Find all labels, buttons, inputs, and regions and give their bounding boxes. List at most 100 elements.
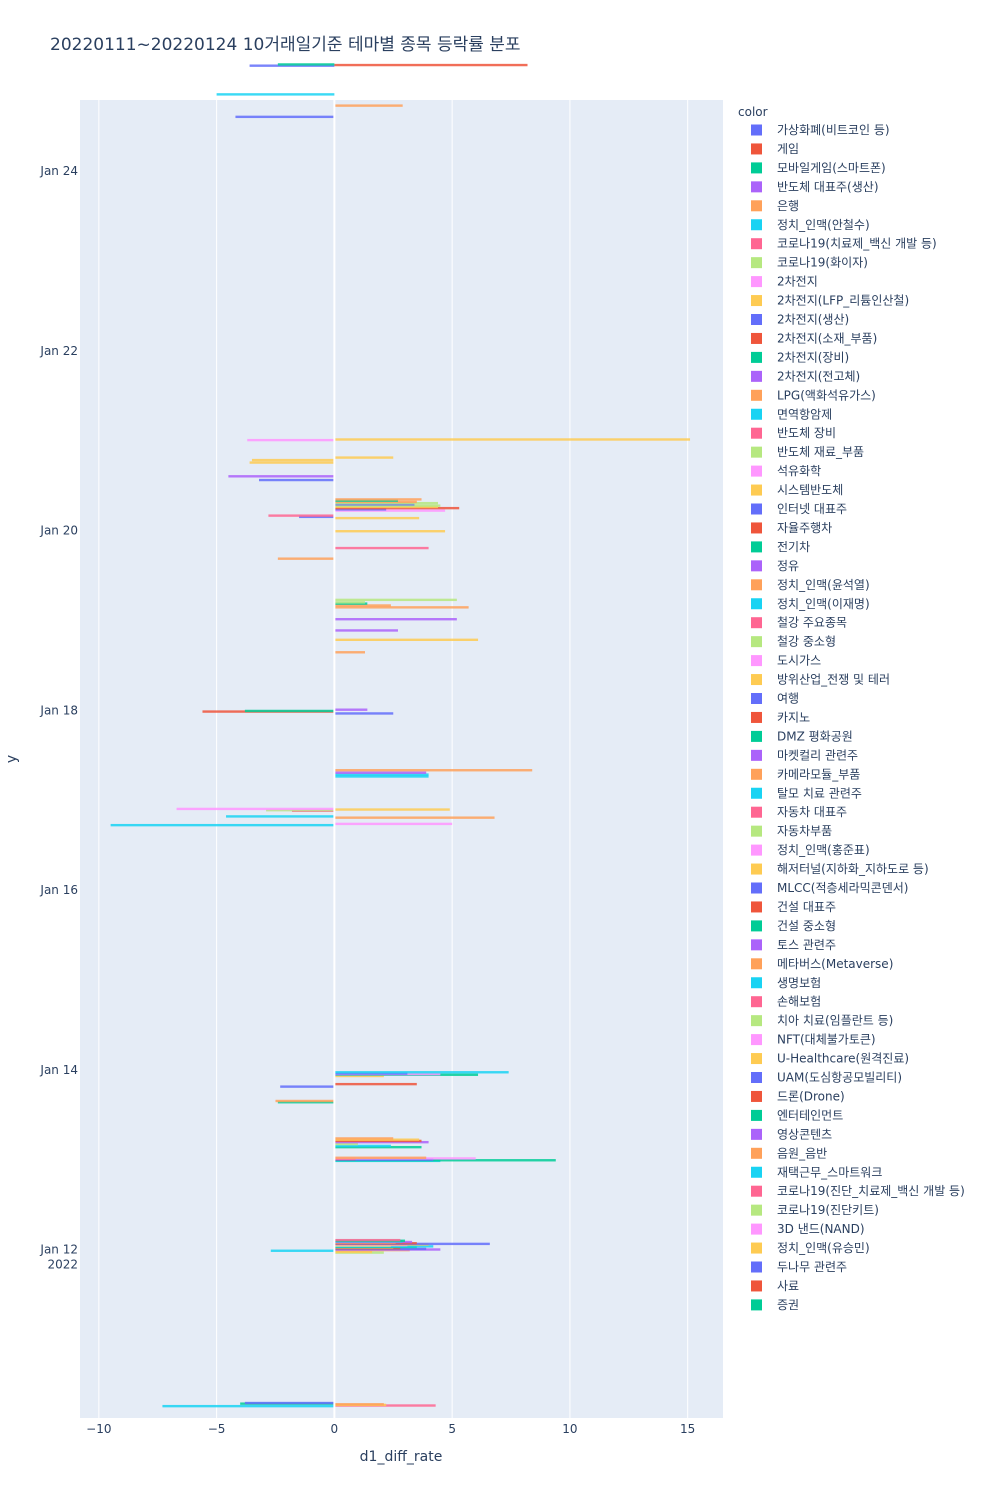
- legend-item[interactable]: 2차전지(LFP_리튬인산철): [751, 294, 909, 308]
- legend-item[interactable]: DMZ 평화공원: [751, 729, 853, 743]
- bar[interactable]: [334, 104, 403, 107]
- bar[interactable]: [277, 1101, 335, 1104]
- legend-item[interactable]: 코로나19(진단키트): [751, 1203, 879, 1217]
- legend-item[interactable]: 토스 관련주: [751, 938, 836, 952]
- legend-item[interactable]: 은행: [751, 198, 799, 213]
- legend-item[interactable]: 정유: [751, 559, 799, 573]
- legend-item[interactable]: 정치_인맥(홍준표): [751, 843, 870, 857]
- bar[interactable]: [334, 1074, 384, 1078]
- legend-item[interactable]: 메타버스(Metaverse): [751, 957, 893, 971]
- legend-item[interactable]: 방위산업_전쟁 및 테러: [751, 673, 890, 687]
- legend-item[interactable]: 정치_인맥(이재명): [751, 597, 870, 611]
- bar[interactable]: [334, 504, 441, 507]
- bar[interactable]: [334, 771, 427, 774]
- legend-item[interactable]: 2차전지: [751, 275, 818, 289]
- legend-item[interactable]: 재택근무_스마트워크: [751, 1165, 882, 1179]
- bar[interactable]: [334, 651, 365, 654]
- bar[interactable]: [334, 1072, 408, 1075]
- legend-item[interactable]: 정치_인맥(유승민): [751, 1241, 870, 1255]
- bar[interactable]: [334, 1140, 429, 1144]
- legend-item[interactable]: 면역항암제: [751, 407, 832, 421]
- bar[interactable]: [334, 1071, 509, 1074]
- bar[interactable]: [334, 508, 387, 511]
- bar[interactable]: [334, 1403, 384, 1406]
- legend-item[interactable]: NFT(대체불가토큰): [751, 1033, 876, 1047]
- bar[interactable]: [334, 601, 365, 604]
- legend-item[interactable]: 마켓컬리 관련주: [751, 748, 858, 762]
- bar[interactable]: [277, 63, 335, 66]
- bar[interactable]: [334, 501, 439, 505]
- bar[interactable]: [268, 514, 335, 517]
- bar[interactable]: [334, 503, 415, 506]
- bar[interactable]: [228, 475, 335, 478]
- legend-item[interactable]: 가상화폐(비트코인 등): [751, 123, 890, 137]
- bar[interactable]: [270, 1249, 335, 1252]
- legend-item[interactable]: 인터넷 대표주: [751, 502, 847, 516]
- legend-item[interactable]: 도시가스: [751, 654, 821, 668]
- bar[interactable]: [244, 709, 335, 713]
- legend-item[interactable]: 사료: [751, 1279, 799, 1293]
- bar[interactable]: [334, 438, 691, 441]
- bar[interactable]: [334, 63, 528, 67]
- bar[interactable]: [334, 1138, 420, 1141]
- legend-item[interactable]: 자동차부품: [751, 824, 832, 838]
- bar[interactable]: [334, 456, 394, 459]
- legend-item[interactable]: U-Healthcare(원격진료): [751, 1052, 909, 1066]
- legend-item[interactable]: 엔터테인먼트: [751, 1108, 843, 1122]
- bar[interactable]: [334, 604, 391, 607]
- legend-item[interactable]: 음원_음반: [751, 1146, 827, 1160]
- bar[interactable]: [280, 1085, 335, 1088]
- legend-item[interactable]: UAM(도심항공모빌리티): [751, 1071, 902, 1085]
- bar[interactable]: [235, 115, 335, 119]
- legend-item[interactable]: 게임: [751, 142, 799, 156]
- bar[interactable]: [334, 775, 429, 778]
- legend-item[interactable]: 2차전지(생산): [751, 313, 849, 327]
- bar[interactable]: [334, 598, 457, 602]
- legend-item[interactable]: 전기차: [751, 540, 810, 554]
- bar[interactable]: [334, 618, 457, 621]
- bar[interactable]: [334, 1144, 391, 1148]
- legend-item[interactable]: 코로나19(치료제_백신 개발 등): [751, 237, 937, 251]
- legend-item[interactable]: 모바일게임(스마트폰): [751, 161, 886, 175]
- bar[interactable]: [334, 530, 446, 533]
- bar[interactable]: [334, 1137, 394, 1140]
- bar[interactable]: [334, 499, 398, 502]
- legend-item[interactable]: 2차전지(장비): [751, 350, 849, 364]
- bar[interactable]: [334, 712, 394, 715]
- bar[interactable]: [334, 638, 479, 642]
- legend-item[interactable]: 코로나19(화이자): [751, 256, 868, 270]
- bar[interactable]: [334, 602, 368, 605]
- legend-item[interactable]: 건설 중소형: [751, 919, 836, 933]
- legend-item[interactable]: 정치_인맥(안철수): [751, 218, 870, 232]
- bar[interactable]: [334, 708, 368, 711]
- bar[interactable]: [247, 438, 335, 442]
- legend-item[interactable]: MLCC(적층세라믹콘덴서): [751, 881, 908, 895]
- legend-item[interactable]: 두나무 관련주: [751, 1260, 847, 1274]
- bar[interactable]: [334, 773, 429, 776]
- bar[interactable]: [334, 816, 495, 819]
- bar[interactable]: [334, 1142, 358, 1146]
- bar[interactable]: [334, 629, 398, 632]
- bar[interactable]: [334, 500, 417, 504]
- bar[interactable]: [334, 498, 422, 501]
- bar[interactable]: [275, 1099, 335, 1103]
- legend-item[interactable]: 반도체 재료_부품: [751, 445, 864, 459]
- bar[interactable]: [334, 1238, 401, 1242]
- legend-item[interactable]: 2차전지(소재_부품): [751, 331, 877, 345]
- legend-item[interactable]: 시스템반도체: [751, 483, 843, 497]
- legend-item[interactable]: 드론(Drone): [751, 1089, 845, 1103]
- bar[interactable]: [334, 606, 469, 609]
- legend-item[interactable]: LPG(액화석유가스): [751, 388, 876, 402]
- bar[interactable]: [249, 64, 335, 67]
- legend-item[interactable]: 반도체 대표주(생산): [751, 180, 879, 194]
- legend-item[interactable]: 3D 낸드(NAND): [751, 1222, 865, 1236]
- legend-item[interactable]: 치아 치료(임플란트 등): [751, 1014, 893, 1028]
- bar[interactable]: [277, 557, 335, 560]
- bar[interactable]: [216, 93, 335, 96]
- bar[interactable]: [334, 1156, 427, 1159]
- bar[interactable]: [259, 478, 335, 482]
- bar[interactable]: [334, 1082, 417, 1086]
- legend-item[interactable]: 반도체 장비: [751, 426, 836, 440]
- legend-item[interactable]: 2차전지(전고체): [751, 369, 860, 383]
